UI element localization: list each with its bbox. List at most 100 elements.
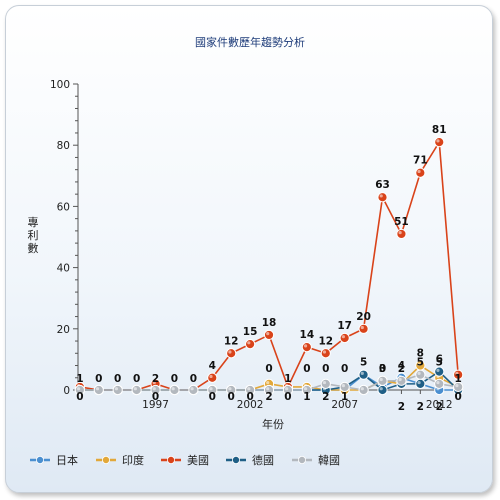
data-point	[434, 137, 445, 148]
data-label: 1	[341, 391, 348, 403]
data-point-highlight	[417, 380, 421, 385]
data-label: 2	[322, 391, 329, 403]
data-point-highlight	[322, 380, 327, 385]
data-point-highlight	[322, 350, 327, 354]
data-point-highlight	[417, 371, 421, 375]
data-label: 0	[228, 391, 235, 403]
y-tick-label: 80	[57, 140, 70, 152]
data-label: 0	[284, 391, 291, 403]
data-point	[434, 378, 445, 389]
legend-swatch-marker	[166, 455, 175, 464]
data-label: 2	[398, 401, 405, 413]
data-label: 12	[224, 335, 239, 347]
legend-swatch-marker	[231, 455, 240, 464]
data-label: 5	[436, 357, 443, 369]
data-point-highlight	[152, 380, 156, 385]
data-point	[396, 228, 407, 240]
data-point-highlight	[266, 332, 270, 336]
y-axis-title: 專利數	[28, 216, 39, 255]
y-tick-label: 0	[63, 385, 70, 397]
data-point	[320, 348, 331, 359]
data-point-highlight	[417, 169, 421, 174]
data-point-highlight	[360, 325, 364, 330]
legend-label: 印度	[122, 453, 144, 467]
data-point	[415, 167, 426, 178]
data-label: 81	[432, 124, 447, 136]
data-label: 0	[209, 391, 216, 403]
data-point-highlight	[360, 387, 364, 391]
data-point-highlight	[228, 350, 232, 354]
legend-swatch-marker	[297, 455, 306, 464]
data-point-highlight	[417, 362, 421, 366]
data-label: 18	[262, 317, 277, 329]
x-axis-title: 年份	[262, 417, 284, 431]
data-label: 2	[436, 401, 443, 413]
data-point-highlight	[209, 374, 213, 379]
y-tick-label: 20	[57, 324, 70, 336]
data-point-highlight	[436, 380, 440, 385]
series-line	[79, 139, 459, 391]
data-point-highlight	[171, 387, 175, 391]
data-label: 0	[341, 363, 348, 375]
legend-label: 德國	[252, 453, 274, 467]
y-tick-label: 100	[50, 79, 70, 91]
data-point-highlight	[114, 387, 119, 391]
data-point	[245, 339, 256, 350]
data-label: 6	[436, 354, 443, 366]
data-label: 12	[318, 335, 333, 347]
chart-title: 國家件數歷年趨勢分析	[195, 35, 305, 49]
data-point-highlight	[285, 387, 289, 391]
data-point-highlight	[455, 384, 459, 388]
data-label: 5	[417, 357, 424, 369]
data-label: 14	[300, 329, 315, 341]
data-point	[93, 384, 104, 396]
legend-item-1: 印度	[96, 453, 144, 467]
data-label: 0	[379, 363, 386, 375]
legend-swatch-marker	[36, 455, 45, 464]
legend-swatch-marker	[102, 455, 111, 464]
data-point	[263, 329, 275, 341]
y-tick-label: 60	[57, 201, 70, 213]
data-point-highlight	[341, 384, 345, 388]
data-point-highlight	[398, 231, 402, 235]
data-point	[301, 342, 312, 353]
data-point	[339, 332, 350, 344]
data-point	[377, 384, 388, 396]
data-point-highlight	[76, 387, 81, 391]
data-point-highlight	[379, 377, 383, 382]
data-point	[226, 348, 237, 359]
data-point	[396, 375, 407, 386]
data-point-highlight	[152, 387, 156, 391]
data-point	[358, 384, 369, 396]
data-label: 63	[375, 179, 390, 191]
data-label: 0	[190, 373, 197, 385]
data-point	[169, 384, 180, 396]
data-point-highlight	[379, 387, 383, 391]
data-label: 0	[246, 391, 253, 403]
data-point	[377, 375, 388, 386]
data-label: 4	[398, 360, 405, 372]
series-layer	[74, 137, 464, 396]
data-point-highlight	[379, 194, 383, 198]
data-label: 2	[265, 391, 272, 403]
data-label: 2	[152, 373, 159, 385]
data-point	[112, 384, 123, 396]
data-label: 8	[417, 348, 424, 360]
data-point-highlight	[266, 380, 270, 385]
data-label: 4	[209, 360, 216, 372]
data-label: 71	[413, 155, 428, 167]
data-point-highlight	[95, 387, 100, 391]
data-labels: 100 0 0 200 04012015018201014101220171020563…	[76, 124, 462, 413]
legend-item-2: 美國	[161, 454, 209, 467]
data-label: 15	[243, 326, 258, 338]
data-point-highlight	[247, 341, 251, 345]
data-label: 0	[171, 373, 178, 385]
data-label: 0	[152, 391, 159, 403]
data-point-highlight	[303, 387, 308, 391]
x-tick-label: 2002	[237, 399, 264, 411]
data-point	[207, 372, 218, 383]
data-label: 0	[303, 363, 310, 375]
legend-item-3: 德國	[226, 453, 274, 467]
x-tick-label: 2007	[331, 399, 358, 411]
data-point-highlight	[341, 335, 345, 339]
